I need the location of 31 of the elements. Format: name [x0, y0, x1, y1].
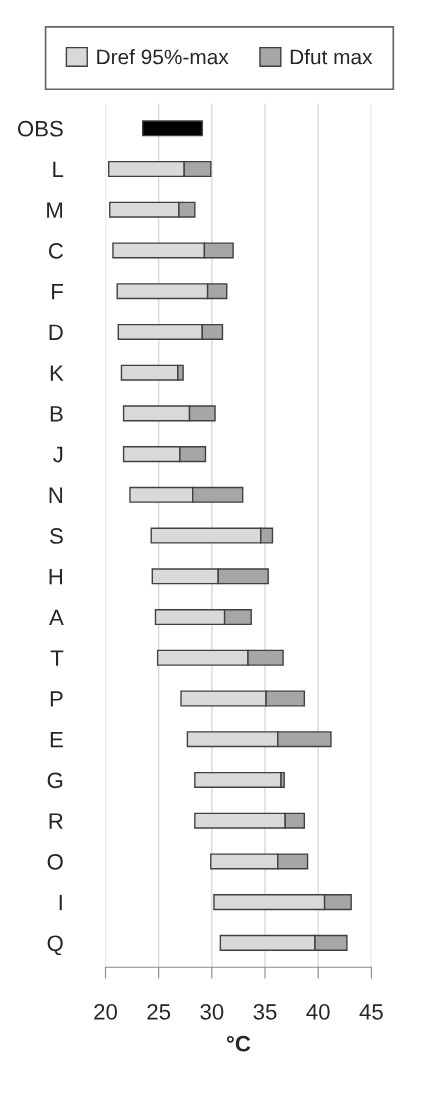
y-tick-label: I [59, 894, 62, 911]
bar [142, 120, 203, 137]
y-tick-label: N [49, 487, 63, 503]
y-tick-label: A [49, 609, 64, 626]
y-tick-label: G [47, 772, 63, 789]
y-tick-label: D [49, 324, 63, 340]
y-tick-label: M [47, 202, 63, 218]
x-tick-label: 40 [306, 1004, 330, 1020]
y-tick-label: F [52, 283, 63, 300]
y-tick-label: H [49, 569, 63, 585]
x-tick-label: 20 [94, 1004, 117, 1020]
y-tick-label: R [49, 813, 63, 829]
x-tick-label: 30 [200, 1004, 224, 1020]
x-axis-title: °C [226, 1035, 251, 1052]
y-tick-label: L [53, 161, 64, 178]
y-tick-label: S [50, 528, 63, 544]
x-tick-label: 35 [253, 1004, 277, 1020]
y-tick-label: Q [47, 935, 63, 956]
legend-label: Dfut max [290, 49, 373, 65]
legend-label: Dref 95%-max [97, 49, 229, 65]
y-tick-label: O [47, 853, 63, 870]
y-tick-label: T [50, 650, 64, 666]
y-tick-label: OBS [17, 120, 63, 137]
y-tick-label: J [53, 446, 63, 463]
y-tick-label: P [50, 691, 63, 707]
y-tick-label: C [48, 243, 63, 259]
y-tick-label: B [50, 406, 63, 422]
x-tick-label: 25 [147, 1004, 171, 1020]
y-tick-label: K [50, 365, 64, 381]
y-tick-label: E [50, 731, 63, 748]
x-tick-label: 45 [359, 1004, 383, 1020]
